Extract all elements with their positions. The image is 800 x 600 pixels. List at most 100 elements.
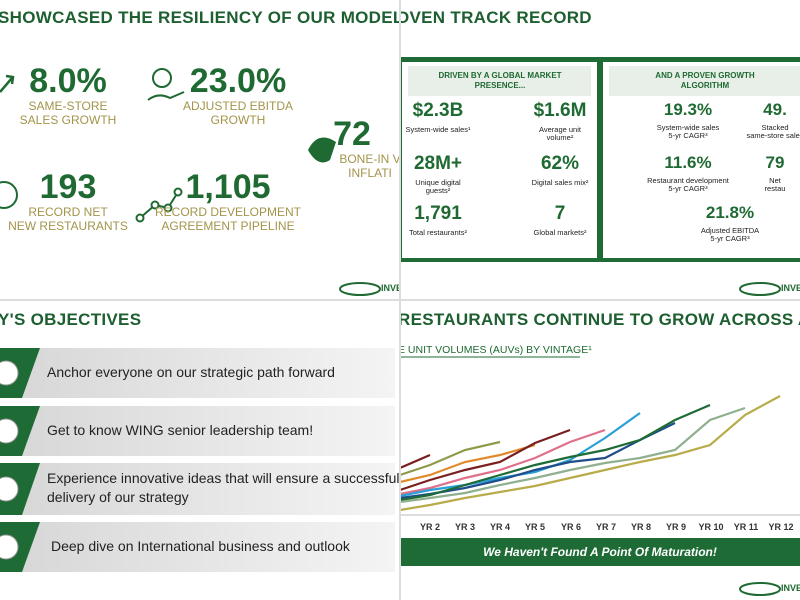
pipeline-icon xyxy=(139,191,179,219)
x-label: YR 8 xyxy=(630,522,651,532)
row-bar xyxy=(0,522,395,572)
hand-icon xyxy=(147,91,185,101)
panel-header: DRIVEN BY A GLOBAL MARKET xyxy=(438,71,562,80)
row-icon xyxy=(0,418,19,444)
stat-label: Global markets² xyxy=(533,228,587,237)
slide-title: SHOWCASED THE RESILIENCY OF OUR MODEL xyxy=(0,8,400,27)
panel-header: ALGORITHM xyxy=(680,81,730,90)
stat-value: 49. xyxy=(763,100,787,119)
chart-subtitle: E UNIT VOLUMES (AUVs) BY VINTAGE¹ xyxy=(400,344,592,356)
dollar-icon xyxy=(152,68,172,88)
x-label: YR 2 xyxy=(419,522,440,532)
row-tab xyxy=(0,522,40,572)
x-label: YR 10 xyxy=(698,522,724,532)
stat-value: 11.6% xyxy=(664,153,712,172)
metric-label: INFLATI xyxy=(348,166,392,180)
row-icon xyxy=(0,534,19,560)
metric-value: 23.0% xyxy=(189,62,287,100)
stat-value: 19.3% xyxy=(663,100,713,119)
x-label: YR 6 xyxy=(560,522,581,532)
vintage-line xyxy=(400,406,746,504)
objective-text: Get to know WING senior leadership team! xyxy=(47,422,314,438)
banner-bg xyxy=(400,538,800,566)
stat-value: 28M+ xyxy=(413,153,463,174)
metric-label: GROWTH xyxy=(210,113,266,127)
vintage-line xyxy=(400,403,711,502)
vintage-line xyxy=(400,440,501,477)
metric-label: AGREEMENT PIPELINE xyxy=(161,219,295,233)
vintage-line xyxy=(400,412,641,498)
metric-label: SALES GROWTH xyxy=(19,113,117,127)
stat-label: Restaurant development xyxy=(647,176,729,185)
stat-value: 1,791 xyxy=(414,203,462,224)
objective-text: Experience innovative ideas that will en… xyxy=(47,470,400,486)
stat-value: $2.3B xyxy=(412,100,464,121)
vintage-line xyxy=(400,443,536,484)
vintage-lines xyxy=(400,395,781,512)
vintage-line xyxy=(400,395,781,512)
pipeline-node xyxy=(163,203,173,213)
vintage-line xyxy=(400,428,571,492)
stat-label: guests² xyxy=(425,186,451,195)
objective-text: Deep dive on International business and … xyxy=(51,538,350,554)
metric-label: RECORD DEVELOPMENT xyxy=(154,205,302,219)
icons xyxy=(0,68,381,296)
metric-label: NEW RESTAURANTS xyxy=(8,219,128,233)
metric-value: 1,105 xyxy=(185,168,271,206)
stat-label: Stacked xyxy=(761,123,789,132)
panels xyxy=(400,57,800,296)
stat-value: 79 xyxy=(765,153,785,172)
stat-label: Net xyxy=(769,176,781,185)
slide-title: RESTAURANTS CONTINUE TO GROW ACROSS ALL … xyxy=(400,310,800,329)
logo xyxy=(339,282,381,296)
row-bar xyxy=(0,348,395,398)
logo-text: INVEST xyxy=(781,583,800,593)
logo-text: INVEST xyxy=(781,283,800,293)
slide-track-record: OVEN TRACK RECORD DRIVEN BY A GLOBAL MARK… xyxy=(400,0,800,300)
x-label: YR 11 xyxy=(733,522,759,532)
row-bar xyxy=(0,463,395,515)
row-tab xyxy=(0,348,40,398)
x-label: YR 7 xyxy=(595,522,616,532)
pin-icon xyxy=(0,181,18,209)
objective-text: Anchor everyone on our strategic path fo… xyxy=(47,364,335,380)
stat-label: Adjusted EBITDA xyxy=(700,226,760,235)
row-icon xyxy=(0,360,19,386)
row-bar xyxy=(0,406,395,456)
stat-label: Total restaurants² xyxy=(409,228,467,237)
x-label: YR 3 xyxy=(454,522,475,532)
metric-value: 193 xyxy=(39,168,97,206)
x-label: YR 12 xyxy=(768,522,794,532)
stat-label: System-wide sales xyxy=(656,123,720,132)
slide-objectives: Y'S OBJECTIVES Anchor everyone on our str… xyxy=(0,300,400,600)
right-header-bg xyxy=(609,66,800,96)
stat-label: 5-yr CAGR³ xyxy=(710,234,750,243)
x-label: YR 4 xyxy=(489,522,510,532)
banner-text: We Haven't Found A Point Of Maturation! xyxy=(483,545,717,559)
pipeline-node xyxy=(135,213,145,223)
stat-label: Digital sales mix² xyxy=(531,178,589,187)
panel-header: AND A PROVEN GROWTH xyxy=(655,71,755,80)
arrow-icon xyxy=(0,74,15,93)
logo-text: INVEST xyxy=(381,283,400,293)
metric-label: SAME-STORE xyxy=(28,99,108,113)
pipeline-node xyxy=(150,200,160,210)
stat-label: restau xyxy=(764,184,786,193)
stat-label: volume² xyxy=(546,133,574,142)
metric-value: 72 xyxy=(333,115,371,153)
row-tab xyxy=(0,406,40,456)
stat-label: Unique digital xyxy=(415,178,461,187)
left-header-bg xyxy=(408,66,591,96)
objective-text: delivery of our strategy xyxy=(47,489,189,505)
metric-label: RECORD NET xyxy=(28,205,108,219)
slide-highlights: SHOWCASED THE RESILIENCY OF OUR MODEL 8.0… xyxy=(0,0,400,300)
auv-chart xyxy=(400,356,800,596)
row-icon xyxy=(0,476,19,502)
row-tab xyxy=(0,463,40,515)
x-label: YR 5 xyxy=(524,522,545,532)
logo xyxy=(739,282,781,296)
pipeline-node xyxy=(173,187,183,197)
slide-title: Y'S OBJECTIVES xyxy=(0,310,142,329)
vintage-line xyxy=(400,428,606,496)
